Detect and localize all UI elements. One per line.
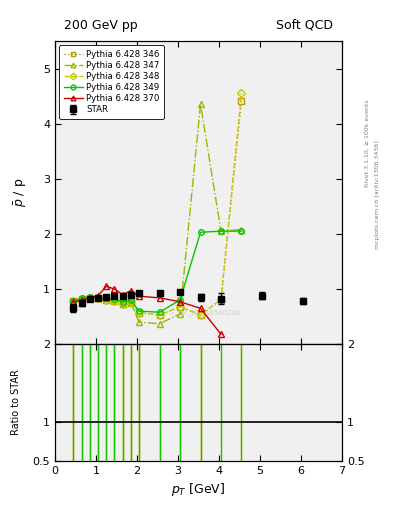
Pythia 6.428 347 <box>219 228 223 234</box>
Pythia 6.428 347 <box>88 294 92 301</box>
Pythia 6.428 346 <box>71 297 76 304</box>
Pythia 6.428 346 <box>239 97 244 103</box>
Pythia 6.428 347 <box>178 311 182 317</box>
Pythia 6.428 346 <box>79 296 84 302</box>
Line: Pythia 6.428 349: Pythia 6.428 349 <box>71 228 244 315</box>
Pythia 6.428 349 <box>137 308 141 314</box>
Line: Pythia 6.428 348: Pythia 6.428 348 <box>71 91 244 318</box>
Pythia 6.428 370 <box>88 295 92 301</box>
Pythia 6.428 347 <box>96 295 101 302</box>
Pythia 6.428 349 <box>157 309 162 315</box>
Y-axis label: Ratio to STAR: Ratio to STAR <box>11 370 20 435</box>
Legend: Pythia 6.428 346, Pythia 6.428 347, Pythia 6.428 348, Pythia 6.428 349, Pythia 6: Pythia 6.428 346, Pythia 6.428 347, Pyth… <box>59 45 164 119</box>
Pythia 6.428 346 <box>120 301 125 307</box>
Text: S_TR_20_ S6500200: S_TR_20_ S6500200 <box>170 309 241 315</box>
Pythia 6.428 349 <box>239 228 244 234</box>
Pythia 6.428 348 <box>79 296 84 302</box>
Pythia 6.428 349 <box>79 295 84 302</box>
Pythia 6.428 349 <box>129 297 133 303</box>
Pythia 6.428 347 <box>120 301 125 307</box>
Pythia 6.428 348 <box>96 295 101 302</box>
Pythia 6.428 348 <box>120 301 125 307</box>
Text: mcplots.cern.ch [arXiv:1306.3436]: mcplots.cern.ch [arXiv:1306.3436] <box>375 140 380 249</box>
Pythia 6.428 370 <box>219 331 223 337</box>
Pythia 6.428 349 <box>96 295 101 301</box>
Pythia 6.428 370 <box>112 286 117 292</box>
Pythia 6.428 347 <box>129 300 133 306</box>
Pythia 6.428 348 <box>157 312 162 318</box>
Pythia 6.428 370 <box>157 295 162 301</box>
X-axis label: $p_T$ [GeV]: $p_T$ [GeV] <box>171 481 226 498</box>
Pythia 6.428 370 <box>96 292 101 298</box>
Pythia 6.428 349 <box>112 296 117 302</box>
Line: Pythia 6.428 346: Pythia 6.428 346 <box>71 98 244 318</box>
Pythia 6.428 370 <box>104 283 108 289</box>
Pythia 6.428 370 <box>137 293 141 300</box>
Pythia 6.428 370 <box>198 305 203 311</box>
Pythia 6.428 347 <box>137 319 141 325</box>
Pythia 6.428 346 <box>198 312 203 318</box>
Pythia 6.428 349 <box>71 297 76 304</box>
Pythia 6.428 348 <box>137 310 141 316</box>
Text: 200 GeV pp: 200 GeV pp <box>64 19 137 32</box>
Pythia 6.428 349 <box>120 298 125 305</box>
Line: Pythia 6.428 370: Pythia 6.428 370 <box>71 284 224 337</box>
Y-axis label: $\bar{p}$ / p: $\bar{p}$ / p <box>13 178 29 207</box>
Pythia 6.428 347 <box>198 101 203 108</box>
Pythia 6.428 349 <box>88 294 92 301</box>
Pythia 6.428 348 <box>198 312 203 318</box>
Pythia 6.428 370 <box>79 297 84 303</box>
Pythia 6.428 347 <box>79 295 84 302</box>
Pythia 6.428 346 <box>129 299 133 305</box>
Pythia 6.428 370 <box>120 291 125 297</box>
Pythia 6.428 347 <box>157 321 162 327</box>
Pythia 6.428 349 <box>178 297 182 303</box>
Text: Soft QCD: Soft QCD <box>276 19 333 32</box>
Pythia 6.428 370 <box>178 298 182 305</box>
Pythia 6.428 348 <box>129 299 133 305</box>
Pythia 6.428 348 <box>71 297 76 304</box>
Pythia 6.428 346 <box>157 312 162 318</box>
Pythia 6.428 347 <box>112 297 117 303</box>
Pythia 6.428 348 <box>104 297 108 303</box>
Pythia 6.428 346 <box>137 310 141 316</box>
Pythia 6.428 348 <box>112 297 117 304</box>
Line: Pythia 6.428 347: Pythia 6.428 347 <box>71 101 244 327</box>
Pythia 6.428 370 <box>129 288 133 294</box>
Pythia 6.428 346 <box>88 295 92 301</box>
Pythia 6.428 347 <box>71 297 76 304</box>
Pythia 6.428 347 <box>239 226 244 232</box>
Pythia 6.428 347 <box>104 296 108 303</box>
Pythia 6.428 346 <box>178 304 182 310</box>
Pythia 6.428 370 <box>71 299 76 305</box>
Pythia 6.428 349 <box>219 228 223 234</box>
Pythia 6.428 346 <box>219 296 223 303</box>
Pythia 6.428 348 <box>178 304 182 310</box>
Text: Rivet 3.1.10, ≥ 100k events: Rivet 3.1.10, ≥ 100k events <box>365 99 370 187</box>
Pythia 6.428 348 <box>88 295 92 301</box>
Pythia 6.428 346 <box>112 297 117 304</box>
Pythia 6.428 348 <box>219 296 223 303</box>
Pythia 6.428 349 <box>104 295 108 302</box>
Pythia 6.428 346 <box>96 295 101 302</box>
Pythia 6.428 348 <box>239 90 244 96</box>
Pythia 6.428 349 <box>198 229 203 236</box>
Pythia 6.428 346 <box>104 297 108 303</box>
